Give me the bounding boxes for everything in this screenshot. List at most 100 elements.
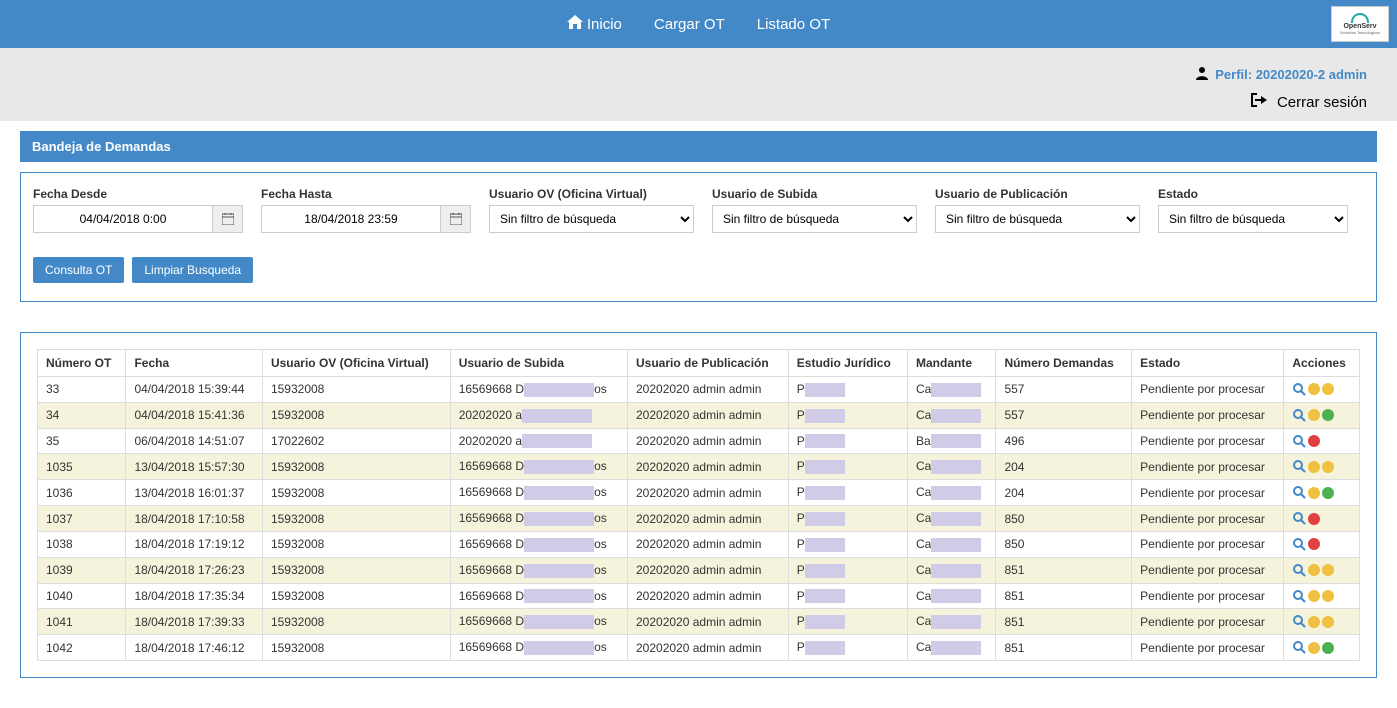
status-yellow-icon[interactable] <box>1308 409 1320 421</box>
sub-header: Perfil: 20202020-2 admin Cerrar sesión <box>0 48 1397 121</box>
cell-usuario-ov: 15932008 <box>262 531 450 557</box>
cell-estado: Pendiente por procesar <box>1132 635 1284 661</box>
table-row: 103818/04/2018 17:19:121593200816569668 … <box>38 531 1360 557</box>
calendar-icon[interactable] <box>441 205 471 233</box>
cell-acciones <box>1284 428 1360 454</box>
cell-usuario-subida: 16569668 Dos <box>450 583 627 609</box>
cell-acciones <box>1284 557 1360 583</box>
status-yellow-icon[interactable] <box>1308 642 1320 654</box>
cell-mandante: Ca <box>908 557 996 583</box>
logout-label: Cerrar sesión <box>1277 94 1367 111</box>
view-icon[interactable] <box>1292 408 1306 422</box>
status-yellow-icon[interactable] <box>1308 616 1320 628</box>
status-red-icon[interactable] <box>1308 435 1320 447</box>
cell-usuario-pub: 20202020 admin admin <box>628 583 789 609</box>
calendar-icon[interactable] <box>213 205 243 233</box>
view-icon[interactable] <box>1292 382 1306 396</box>
cell-usuario-ov: 15932008 <box>262 635 450 661</box>
status-yellow-icon[interactable] <box>1308 564 1320 576</box>
cell-usuario-ov: 15932008 <box>262 557 450 583</box>
cell-mandante: Ca <box>908 454 996 480</box>
status-red-icon[interactable] <box>1308 513 1320 525</box>
nav-listado[interactable]: Listado OT <box>757 16 830 33</box>
user-icon <box>1195 66 1209 83</box>
cell-estado: Pendiente por procesar <box>1132 609 1284 635</box>
fecha-hasta-input[interactable] <box>261 205 441 233</box>
fecha-desde-input[interactable] <box>33 205 213 233</box>
status-yellow-icon[interactable] <box>1322 564 1334 576</box>
cell-usuario-ov: 15932008 <box>262 583 450 609</box>
cell-fecha: 18/04/2018 17:26:23 <box>126 557 263 583</box>
status-green-icon[interactable] <box>1322 642 1334 654</box>
status-yellow-icon[interactable] <box>1308 487 1320 499</box>
usuario-subida-select[interactable]: Sin filtro de búsqueda <box>712 205 917 233</box>
cell-fecha: 04/04/2018 15:41:36 <box>126 402 263 428</box>
status-yellow-icon[interactable] <box>1308 383 1320 395</box>
cell-acciones <box>1284 635 1360 661</box>
cell-estado: Pendiente por procesar <box>1132 480 1284 506</box>
logout-link[interactable]: Cerrar sesión <box>1251 93 1367 111</box>
filter-fecha-desde: Fecha Desde <box>33 187 243 233</box>
status-yellow-icon[interactable] <box>1322 616 1334 628</box>
view-icon[interactable] <box>1292 460 1306 474</box>
cell-usuario-pub: 20202020 admin admin <box>628 480 789 506</box>
table-row: 104018/04/2018 17:35:341593200816569668 … <box>38 583 1360 609</box>
cell-fecha: 18/04/2018 17:39:33 <box>126 609 263 635</box>
cell-usuario-subida: 16569668 Dos <box>450 531 627 557</box>
top-navbar: Inicio Cargar OT Listado OT OpenServ Ser… <box>0 0 1397 48</box>
cell-usuario-pub: 20202020 admin admin <box>628 506 789 532</box>
view-icon[interactable] <box>1292 512 1306 526</box>
cell-estudio: P <box>788 609 907 635</box>
table-row: 103513/04/2018 15:57:301593200816569668 … <box>38 454 1360 480</box>
view-icon[interactable] <box>1292 486 1306 500</box>
nav-inicio-label: Inicio <box>587 16 622 33</box>
logout-icon <box>1251 93 1267 111</box>
view-icon[interactable] <box>1292 589 1306 603</box>
perfil-link[interactable]: Perfil: 20202020-2 admin <box>1195 66 1367 83</box>
status-yellow-icon[interactable] <box>1322 590 1334 602</box>
cell-numero-ot: 1038 <box>38 531 126 557</box>
status-green-icon[interactable] <box>1322 487 1334 499</box>
view-icon[interactable] <box>1292 615 1306 629</box>
cell-numero-ot: 1040 <box>38 583 126 609</box>
fecha-desde-label: Fecha Desde <box>33 187 243 201</box>
consulta-button[interactable]: Consulta OT <box>33 257 124 283</box>
nav-cargar[interactable]: Cargar OT <box>654 16 725 33</box>
cell-fecha: 13/04/2018 16:01:37 <box>126 480 263 506</box>
limpiar-button[interactable]: Limpiar Busqueda <box>132 257 253 283</box>
cell-usuario-subida: 16569668 Dos <box>450 506 627 532</box>
th-estado: Estado <box>1132 350 1284 377</box>
cell-num-demandas: 204 <box>996 454 1132 480</box>
usuario-pub-select[interactable]: Sin filtro de búsqueda <box>935 205 1140 233</box>
table-row: 103918/04/2018 17:26:231593200816569668 … <box>38 557 1360 583</box>
view-icon[interactable] <box>1292 537 1306 551</box>
cell-num-demandas: 204 <box>996 480 1132 506</box>
estado-select[interactable]: Sin filtro de búsqueda <box>1158 205 1348 233</box>
cell-fecha: 18/04/2018 17:35:34 <box>126 583 263 609</box>
nav-inicio[interactable]: Inicio <box>567 15 622 33</box>
status-yellow-icon[interactable] <box>1308 461 1320 473</box>
th-fecha: Fecha <box>126 350 263 377</box>
status-red-icon[interactable] <box>1308 538 1320 550</box>
view-icon[interactable] <box>1292 641 1306 655</box>
status-yellow-icon[interactable] <box>1322 383 1334 395</box>
cell-estudio: P <box>788 377 907 403</box>
cell-usuario-pub: 20202020 admin admin <box>628 454 789 480</box>
filters-panel: Fecha Desde Fecha Hasta Usuario OV (Ofic… <box>20 172 1377 302</box>
view-icon[interactable] <box>1292 434 1306 448</box>
cell-num-demandas: 851 <box>996 557 1132 583</box>
cell-estado: Pendiente por procesar <box>1132 377 1284 403</box>
cell-num-demandas: 496 <box>996 428 1132 454</box>
logo: OpenServ Servicios Tecnológicos <box>1331 6 1389 42</box>
status-yellow-icon[interactable] <box>1308 590 1320 602</box>
status-yellow-icon[interactable] <box>1322 461 1334 473</box>
status-green-icon[interactable] <box>1322 409 1334 421</box>
results-panel: Número OT Fecha Usuario OV (Oficina Virt… <box>20 332 1377 678</box>
view-icon[interactable] <box>1292 563 1306 577</box>
cell-fecha: 06/04/2018 14:51:07 <box>126 428 263 454</box>
th-num-demandas: Número Demandas <box>996 350 1132 377</box>
logo-subtext: Servicios Tecnológicos <box>1340 30 1380 35</box>
cell-fecha: 18/04/2018 17:10:58 <box>126 506 263 532</box>
usuario-ov-select[interactable]: Sin filtro de búsqueda <box>489 205 694 233</box>
cell-usuario-subida: 16569668 Dos <box>450 635 627 661</box>
